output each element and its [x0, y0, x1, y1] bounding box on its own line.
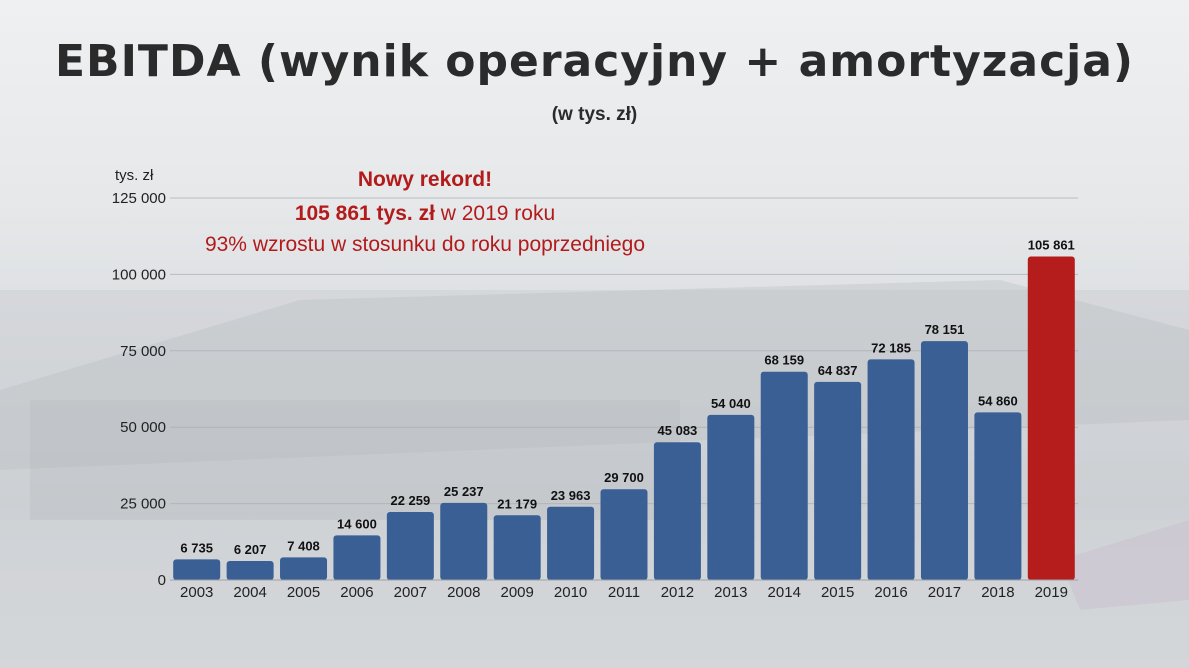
y-tick-label: 75 000: [120, 343, 166, 360]
x-tick-label: 2019: [1035, 584, 1068, 601]
x-tick-label: 2018: [981, 584, 1014, 601]
x-tick-label: 2011: [608, 584, 640, 601]
x-tick-label: 2004: [233, 584, 266, 601]
bar: [867, 359, 915, 580]
x-tick-label: 2010: [554, 584, 587, 601]
bar: [653, 442, 701, 580]
bar: [814, 381, 862, 580]
bar: [600, 489, 648, 580]
growth-note: 93% wzrostu w stosunku do roku poprzedni…: [204, 233, 646, 256]
bar: [493, 515, 541, 580]
record-value: 105 861 tys. zł: [294, 202, 435, 225]
x-tick-label: 2013: [714, 584, 747, 601]
x-tick-label: 2016: [874, 584, 907, 601]
x-tick-label: 2006: [340, 584, 373, 601]
bar: [173, 559, 221, 580]
data-label: 6 735: [180, 540, 213, 555]
data-label: 72 185: [871, 340, 911, 355]
bar: [333, 535, 381, 580]
bar: [386, 511, 434, 580]
x-tick-label: 2003: [180, 584, 213, 601]
x-tick-label: 2014: [768, 584, 801, 601]
bar: [707, 414, 755, 580]
record-headline: Nowy rekord!: [357, 168, 493, 191]
bar: [547, 506, 595, 580]
bar: [974, 412, 1022, 580]
y-tick-label: 125 000: [112, 190, 166, 207]
x-tick-label: 2017: [928, 584, 961, 601]
bar: [1027, 256, 1075, 580]
data-label: 45 083: [658, 423, 698, 438]
data-label: 68 159: [764, 353, 804, 368]
data-label: 54 040: [711, 396, 751, 411]
data-label: 25 237: [444, 484, 484, 499]
y-tick-label: 0: [158, 572, 166, 589]
record-value-line: 105 861 tys. zł w 2019 roku: [150, 202, 700, 226]
data-label: 14 600: [337, 516, 377, 531]
data-label: 29 700: [604, 470, 644, 485]
data-label: 21 179: [497, 496, 537, 511]
data-label: 78 151: [925, 322, 965, 337]
y-tick-label: 100 000: [112, 266, 166, 283]
x-tick-label: 2015: [821, 584, 854, 601]
bar: [280, 557, 328, 580]
x-tick-label: 2008: [447, 584, 480, 601]
bar: [440, 502, 488, 580]
y-tick-label: 50 000: [120, 419, 166, 436]
data-label: 7 408: [287, 538, 320, 553]
bar: [226, 561, 274, 580]
bar: [920, 341, 968, 580]
chart-title: EBITDA (wynik operacyjny + amortyzacja): [54, 36, 1135, 87]
y-axis-title: tys. zł: [115, 167, 154, 184]
y-tick-label: 25 000: [120, 496, 166, 513]
x-tick-label: 2007: [394, 584, 427, 601]
data-label: 54 860: [978, 393, 1018, 408]
chart-subtitle: (w tys. zł): [551, 104, 638, 125]
data-label: 6 207: [234, 542, 267, 557]
data-label: 22 259: [390, 493, 430, 508]
bar: [760, 371, 808, 580]
x-tick-label: 2012: [661, 584, 694, 601]
x-tick-label: 2005: [287, 584, 320, 601]
x-tick-label: 2009: [500, 584, 533, 601]
data-label: 23 963: [551, 488, 591, 503]
data-label: 105 861: [1028, 237, 1075, 252]
data-label: 64 837: [818, 363, 858, 378]
record-year-text: w 2019 roku: [434, 202, 556, 225]
